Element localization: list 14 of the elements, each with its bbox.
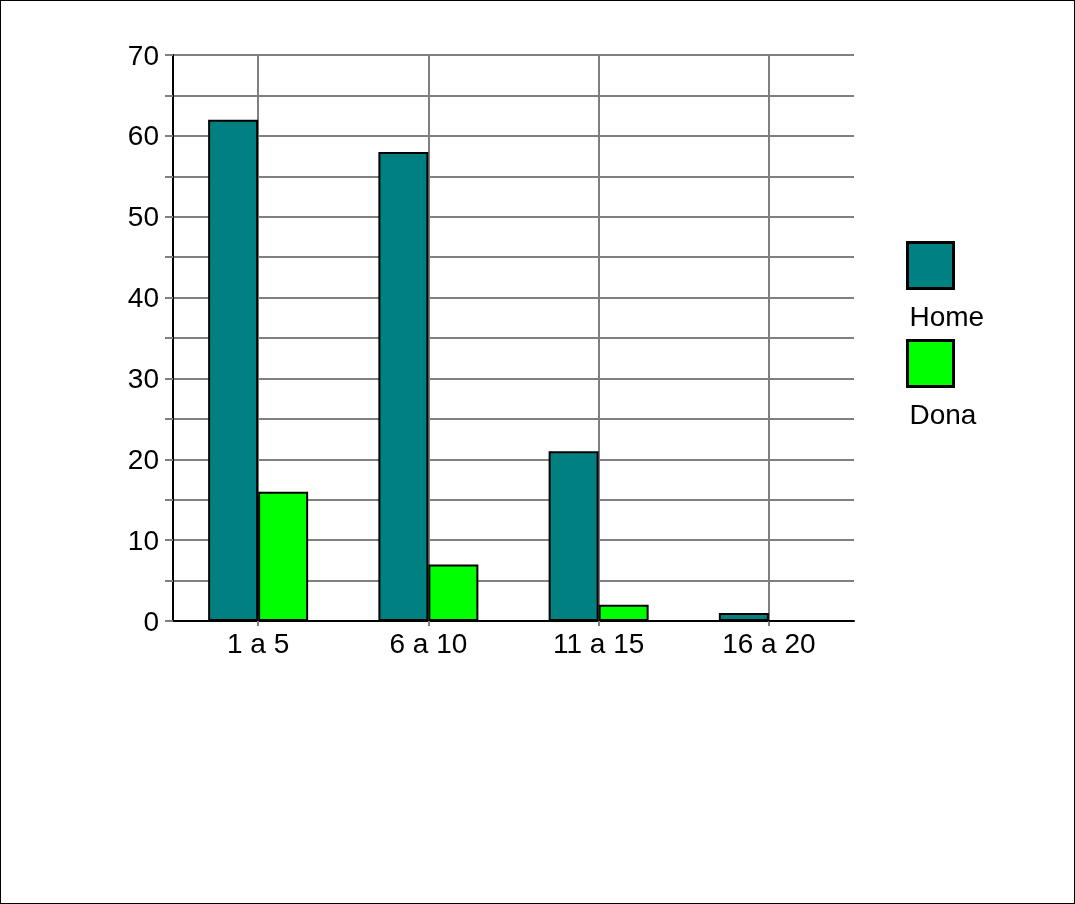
- y-tick-label: 50: [127, 201, 159, 233]
- y-tick-label: 70: [127, 39, 159, 71]
- legend-label: Dona: [909, 399, 977, 430]
- y-tick-label: 20: [127, 443, 159, 475]
- y-tick-label: 0: [143, 605, 159, 637]
- x-tick-label: 6 a 10: [389, 627, 468, 659]
- legend-label: Home: [909, 301, 985, 332]
- y-tick-label: 60: [127, 120, 159, 152]
- y-tick-label: 40: [127, 282, 159, 314]
- x-tick-label: 16 a 20: [722, 627, 816, 659]
- y-tick-label: 10: [127, 524, 159, 556]
- y-tick-label: 30: [127, 362, 159, 394]
- x-tick-label: 11 a 15: [552, 627, 645, 659]
- x-tick-label: 1 a 5: [226, 627, 290, 659]
